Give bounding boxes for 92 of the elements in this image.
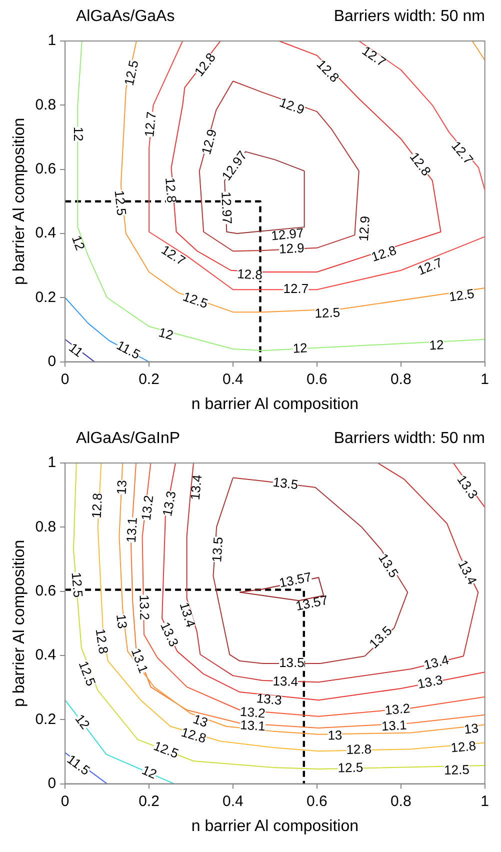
annotation: 13.2 — [136, 594, 152, 620]
annotation: 12 — [157, 324, 175, 343]
annotation: 13.3 — [416, 672, 444, 692]
annotation: 12.7 — [142, 111, 159, 138]
annotation: 12.5 — [121, 58, 142, 87]
annotation: 13 — [114, 480, 130, 495]
chart-subtitle: Barriers width: 50 nm — [334, 8, 485, 27]
annotation: 12.5 — [444, 762, 470, 778]
annotation: 12.7 — [359, 42, 389, 70]
annotation: 13.1 — [128, 646, 152, 676]
annotation: 13 — [328, 727, 342, 743]
annotation: 12.97 — [218, 191, 235, 224]
y-tick-label: 0.2 — [35, 710, 56, 728]
x-tick-label: 0.8 — [390, 792, 412, 810]
annotation: 13 — [191, 711, 210, 730]
annotation: 13 — [463, 720, 480, 737]
y-tick-label: 0.4 — [35, 224, 56, 242]
annotation: 11.5 — [114, 337, 143, 362]
annotation: 12 — [68, 233, 88, 252]
annotation: 12.8 — [314, 56, 342, 86]
annotation: 13.4 — [272, 673, 298, 690]
annotation: 12.8 — [236, 266, 263, 282]
annotation: 13.2 — [384, 700, 411, 718]
y-tick-label: 1 — [48, 454, 56, 472]
annotation: 12.7 — [158, 242, 188, 268]
x-tick-label: 0.8 — [390, 370, 412, 388]
x-tick-label: 0 — [60, 370, 70, 388]
y-tick-label: 0.4 — [35, 646, 56, 664]
x-tick-label: 1 — [480, 370, 489, 388]
annotation: 13.2 — [138, 494, 156, 522]
annotation: 12.5 — [76, 658, 99, 688]
annotation: 13 — [114, 613, 130, 630]
annotation: 12.5 — [68, 572, 86, 598]
annotation: 12.8 — [450, 738, 477, 756]
x-axis-title: n barrier Al composition — [191, 396, 359, 413]
annotation: 13.5 — [279, 655, 304, 670]
x-tick-label: 0.6 — [306, 370, 328, 388]
annotation: 12.8 — [162, 176, 180, 204]
annotation: 12.8 — [369, 242, 398, 264]
y-axis-title: p barrier Al composition — [11, 118, 28, 285]
x-tick-label: 0.4 — [222, 792, 244, 810]
x-tick-label: 0.4 — [222, 370, 244, 388]
annotation: 12 — [292, 340, 308, 356]
annotation: 12.8 — [92, 628, 112, 655]
annotation: 13.3 — [159, 490, 179, 518]
chart-title: AlGaAs/GaInP — [76, 430, 180, 449]
x-tick-label: 0 — [60, 792, 70, 810]
annotation: 12.8 — [346, 741, 372, 757]
annotation: 12.8 — [88, 492, 106, 519]
annotation: 12.5 — [152, 738, 181, 762]
x-tick-label: 0.2 — [138, 370, 160, 388]
annotation: 11.5 — [64, 752, 93, 778]
annotation: 13.5 — [272, 474, 300, 492]
annotation: 12 — [428, 336, 444, 353]
y-axis-title: p barrier Al composition — [11, 540, 28, 707]
annotation: 12.9 — [198, 128, 220, 156]
y-tick-label: 1 — [48, 32, 56, 50]
annotation: 13.1 — [123, 516, 140, 544]
annotation: 12.7 — [283, 281, 309, 296]
chart-subtitle: Barriers width: 50 nm — [334, 430, 485, 449]
annotation: 12 — [72, 711, 93, 732]
x-tick-label: 0.6 — [306, 792, 328, 810]
annotation: 12.5 — [448, 286, 476, 304]
annotation: 13.4 — [187, 474, 205, 501]
annotation: 12.9 — [356, 215, 373, 242]
annotation: 12 — [140, 762, 159, 782]
annotation: 12.7 — [448, 138, 476, 168]
annotation: 12.5 — [181, 288, 210, 312]
y-tick-label: 0.6 — [35, 160, 56, 178]
annotation: 13.1 — [381, 717, 408, 734]
annotation: 13.5 — [209, 536, 226, 563]
annotation: 12.5 — [338, 760, 364, 776]
annotation: 13.57 — [278, 569, 313, 590]
annotation: 11 — [66, 340, 86, 360]
chart-title: AlGaAs/GaAs — [76, 8, 175, 27]
annotation: 12.7 — [415, 254, 444, 278]
annotation: 12.5 — [314, 304, 340, 321]
annotation: 13.4 — [455, 558, 480, 587]
y-tick-label: 0.6 — [35, 582, 56, 600]
annotation: 12.5 — [112, 190, 130, 216]
x-tick-label: 0.2 — [138, 792, 160, 810]
annotation: 13.4 — [422, 652, 450, 673]
annotation: 12.9 — [278, 94, 306, 118]
y-tick-label: 0.2 — [35, 288, 56, 306]
y-tick-label: 0.8 — [35, 518, 56, 536]
annotation: 12 — [71, 126, 86, 142]
x-axis-title: n barrier Al composition — [191, 818, 359, 835]
y-tick-label: 0 — [48, 352, 56, 370]
annotation: 13.57 — [294, 592, 330, 614]
y-tick-label: 0.8 — [35, 96, 56, 114]
x-tick-label: 1 — [480, 792, 489, 810]
y-tick-label: 0 — [48, 774, 56, 792]
